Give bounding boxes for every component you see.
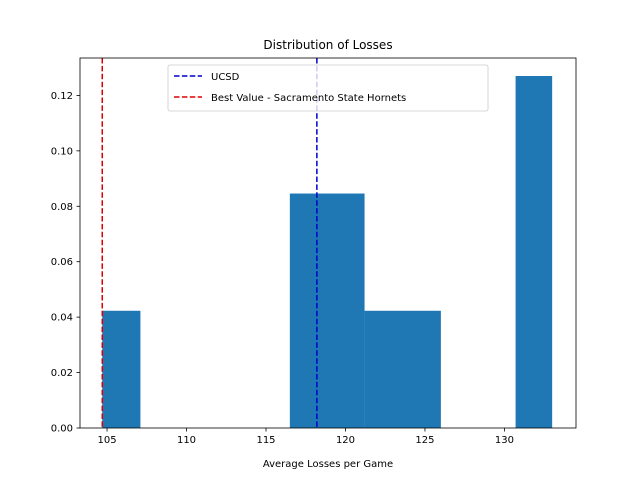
bars-group bbox=[102, 76, 553, 428]
y-tick-label-1: 0.02 bbox=[51, 368, 73, 379]
y-axis: 0.00 0.02 0.04 0.06 0.08 0.10 0.12 bbox=[51, 91, 80, 435]
chart-title: Distribution of Losses bbox=[263, 38, 392, 52]
y-tick-label-4: 0.08 bbox=[51, 202, 73, 213]
legend-label-1: Best Value - Sacramento State Hornets bbox=[211, 93, 406, 104]
y-tick-label-5: 0.10 bbox=[51, 146, 73, 157]
x-tick-label-4: 125 bbox=[415, 435, 434, 446]
reference-lines-group bbox=[101, 58, 318, 428]
y-tick-label-3: 0.06 bbox=[51, 257, 73, 268]
x-tick-label-1: 110 bbox=[177, 435, 196, 446]
legend-box bbox=[167, 64, 489, 112]
x-tick-label-2: 115 bbox=[256, 435, 275, 446]
histogram-bar-0 bbox=[102, 310, 141, 428]
x-tick-label-5: 130 bbox=[495, 435, 514, 446]
x-tick-label-0: 105 bbox=[97, 435, 116, 446]
histogram-bar-8 bbox=[515, 76, 553, 428]
histogram-bar-5 bbox=[289, 193, 365, 428]
y-tick-label-2: 0.04 bbox=[51, 313, 73, 324]
y-tick-label-0: 0.00 bbox=[51, 424, 73, 435]
legend: UCSD Best Value - Sacramento State Hornet… bbox=[167, 64, 489, 112]
x-axis: 105 110 115 120 125 130 bbox=[97, 428, 514, 446]
x-tick-label-3: 120 bbox=[336, 435, 355, 446]
histogram-bar-6 bbox=[364, 310, 441, 428]
y-tick-label-6: 0.12 bbox=[51, 91, 73, 102]
plot-frame bbox=[79, 57, 577, 429]
legend-label-0: UCSD bbox=[211, 72, 240, 83]
x-axis-label: Average Losses per Game bbox=[263, 459, 393, 470]
